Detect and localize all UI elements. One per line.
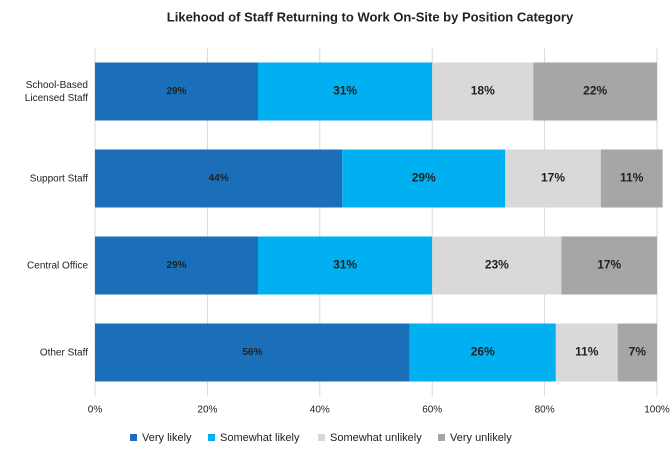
bar-segment: [95, 236, 258, 295]
legend-label: Somewhat unlikely: [330, 432, 422, 444]
bar-segment: [555, 323, 618, 382]
data-label: 22%: [583, 84, 607, 98]
data-label: 17%: [541, 171, 565, 185]
bar-segment: [505, 149, 601, 208]
legend-label: Somewhat likely: [220, 432, 300, 444]
data-label: 17%: [597, 258, 621, 272]
data-label: 7%: [629, 345, 647, 359]
legend-label: Very likely: [142, 432, 192, 444]
bar-segment: [561, 236, 657, 295]
chart-title: Likehood of Staff Returning to Work On-S…: [167, 9, 574, 24]
bar-segment: [342, 149, 506, 208]
data-label: 18%: [471, 84, 495, 98]
bar-segment: [257, 236, 433, 295]
legend-swatch: [208, 434, 215, 441]
x-tick-label: 0%: [88, 405, 103, 416]
y-tick-label: School-Based Licensed Staff: [24, 79, 88, 104]
data-label: 56%: [242, 347, 262, 358]
x-tick-label: 40%: [310, 405, 330, 416]
bar-segment: [95, 62, 258, 121]
x-tick-label: 60%: [422, 405, 442, 416]
bar-segment: [533, 62, 657, 121]
data-label: 31%: [333, 84, 357, 98]
data-label: 31%: [333, 258, 357, 272]
data-label: 29%: [166, 260, 186, 271]
bar-segment: [257, 62, 433, 121]
bar-segment: [409, 323, 556, 382]
y-tick-label: Central Office: [27, 260, 88, 271]
data-label: 11%: [575, 345, 599, 359]
bar-segment: [432, 236, 562, 295]
x-tick-label: 20%: [197, 405, 217, 416]
x-tick-label: 80%: [535, 405, 555, 416]
data-label: 23%: [485, 258, 509, 272]
bar-segment: [95, 323, 410, 382]
data-label: 29%: [412, 171, 436, 185]
data-label: 26%: [471, 345, 495, 359]
legend-label: Very unlikely: [450, 432, 512, 444]
y-tick-label: Support Staff: [29, 173, 88, 184]
data-label: 44%: [209, 173, 229, 184]
bar-segment: [600, 149, 663, 208]
bar-segment: [617, 323, 657, 382]
y-tick-label: Other Staff: [39, 347, 88, 358]
legend-swatch: [130, 434, 137, 441]
data-label: 29%: [166, 86, 186, 97]
data-label: 11%: [620, 171, 644, 185]
bar-segment: [95, 149, 343, 208]
x-tick-label: 100%: [644, 405, 670, 416]
bar-segment: [432, 62, 534, 121]
legend-swatch: [438, 434, 445, 441]
legend-swatch: [318, 434, 325, 441]
